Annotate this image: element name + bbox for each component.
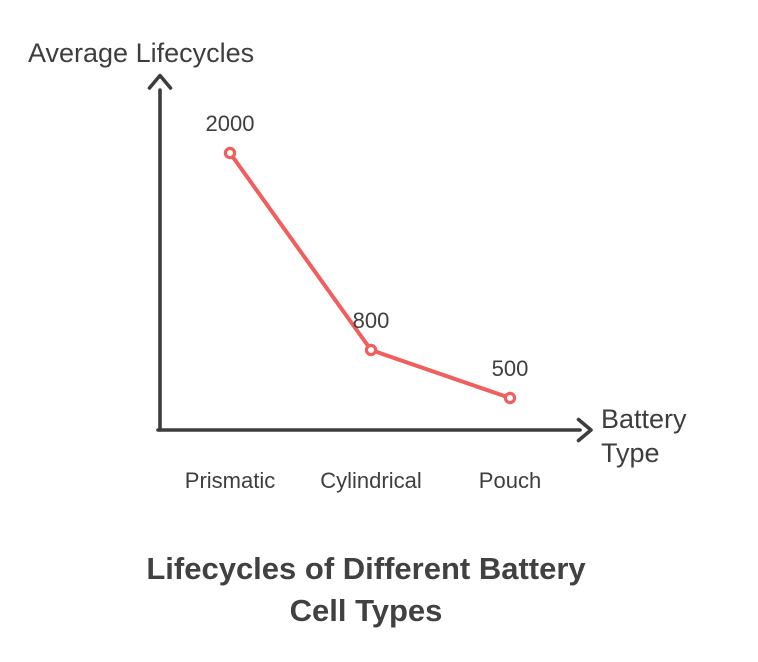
line-chart: Average Lifecycles Battery Type 2000 Pris… bbox=[28, 38, 687, 493]
data-point-value-label: 500 bbox=[492, 356, 529, 381]
x-axis-category-label: Prismatic bbox=[185, 468, 275, 493]
data-point-marker bbox=[364, 343, 378, 357]
data-points-layer: 2000 Prismatic 800 Cylindrical 500 Pouch bbox=[185, 111, 541, 493]
data-line bbox=[228, 151, 512, 400]
chart-title: Lifecycles of Different Battery Cell Typ… bbox=[0, 548, 732, 632]
x-axis-label-line1: Battery bbox=[601, 404, 687, 434]
x-axis-category-label: Cylindrical bbox=[320, 468, 421, 493]
y-axis-arrow-icon bbox=[147, 73, 173, 90]
x-axis-arrow-icon bbox=[576, 417, 593, 443]
data-point-marker bbox=[223, 146, 237, 160]
data-point-marker bbox=[503, 391, 517, 405]
y-axis-label: Average Lifecycles bbox=[28, 38, 254, 68]
data-point-value-label: 2000 bbox=[206, 111, 255, 136]
x-axis-category-label: Pouch bbox=[479, 468, 541, 493]
x-axis-label-line2: Type bbox=[601, 438, 660, 468]
chart-title-line1: Lifecycles of Different Battery bbox=[146, 551, 586, 586]
chart-title-line2: Cell Types bbox=[289, 593, 443, 628]
data-point-value-label: 800 bbox=[353, 308, 390, 333]
x-axis bbox=[156, 417, 593, 443]
y-axis bbox=[147, 73, 173, 432]
